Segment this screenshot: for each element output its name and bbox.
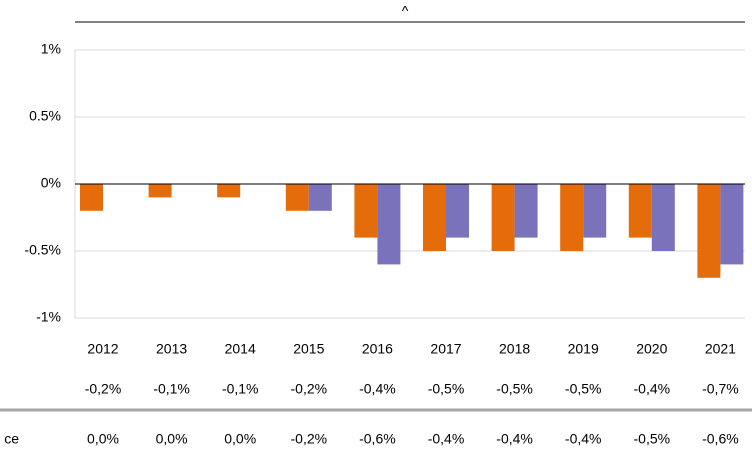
table-value: -0,6%	[359, 431, 396, 447]
row-label: ce	[4, 431, 19, 447]
table-value: -0,1%	[153, 381, 190, 397]
x-tick-label: 2013	[156, 341, 187, 357]
bar	[651, 184, 675, 251]
y-tick-label: -1%	[36, 309, 61, 325]
bar	[148, 184, 172, 198]
bar	[308, 184, 332, 211]
bar	[285, 184, 309, 211]
x-tick-label: 2014	[225, 341, 256, 357]
bar	[217, 184, 241, 198]
table-value: -0,5%	[496, 381, 533, 397]
x-tick-label: 2017	[430, 341, 461, 357]
bar	[491, 184, 515, 251]
table-value: -0,4%	[496, 431, 533, 447]
table-value: -0,5%	[428, 381, 465, 397]
table-value: -0,4%	[428, 431, 465, 447]
bar	[354, 184, 378, 238]
table-value: -0,7%	[702, 381, 739, 397]
bar	[583, 184, 607, 238]
y-tick-label: 0%	[41, 175, 61, 191]
chart-title: ^	[402, 3, 409, 19]
y-tick-label: 1%	[41, 41, 61, 57]
table-value: -0,6%	[702, 431, 739, 447]
table-value: -0,2%	[291, 381, 328, 397]
bar	[560, 184, 584, 251]
y-tick-label: 0.5%	[29, 108, 61, 124]
table-value: 0,0%	[156, 431, 188, 447]
bar	[514, 184, 538, 238]
bar	[423, 184, 446, 251]
x-tick-label: 2015	[293, 341, 324, 357]
table-value: -0,4%	[634, 381, 671, 397]
table-value: 0,0%	[224, 431, 256, 447]
bar	[377, 184, 401, 265]
x-tick-label: 2020	[636, 341, 667, 357]
table-value: -0,5%	[565, 381, 602, 397]
table-value: -0,4%	[565, 431, 602, 447]
bar	[446, 184, 469, 238]
table-value: -0,1%	[222, 381, 259, 397]
table-value: -0,4%	[359, 381, 396, 397]
bar	[80, 184, 103, 211]
table-value: -0,5%	[634, 431, 671, 447]
table-value: -0,2%	[85, 381, 122, 397]
x-tick-label: 2018	[499, 341, 530, 357]
y-tick-label: -0.5%	[24, 242, 61, 258]
bar	[720, 184, 744, 265]
table-value: -0,2%	[291, 431, 328, 447]
x-tick-label: 2012	[87, 341, 118, 357]
table-value: 0,0%	[87, 431, 119, 447]
bar	[697, 184, 721, 278]
x-tick-label: 2019	[568, 341, 599, 357]
x-tick-label: 2016	[362, 341, 393, 357]
x-tick-label: 2021	[705, 341, 736, 357]
bar	[628, 184, 652, 238]
